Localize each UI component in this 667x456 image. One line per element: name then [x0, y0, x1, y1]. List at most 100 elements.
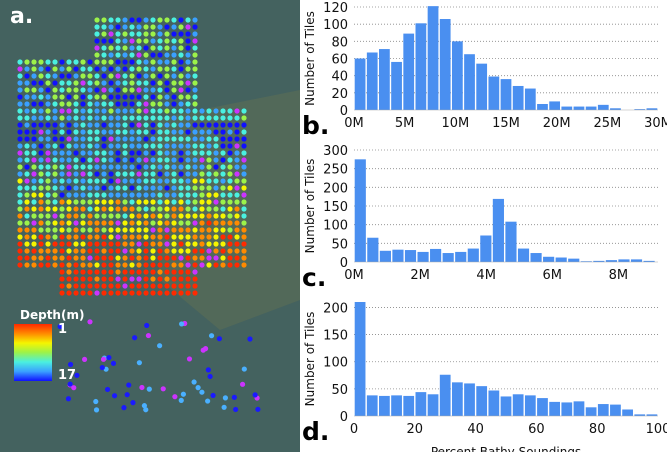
sounding-dot [52, 59, 58, 65]
sounding-dot [157, 17, 163, 23]
sounding-dot [45, 262, 51, 268]
sounding-dot [241, 185, 247, 191]
sounding-dot [164, 185, 170, 191]
sounding-dot [108, 276, 114, 282]
histogram-bar [505, 221, 517, 262]
sounding-dot [150, 227, 156, 233]
sounding-dot [143, 283, 149, 289]
sounding-dot [206, 171, 212, 177]
sounding-dot [241, 122, 247, 128]
sounding-dot [143, 129, 149, 135]
histogram-bar [476, 386, 488, 416]
sounding-dot [143, 73, 149, 79]
sounding-dot [87, 220, 93, 226]
sounding-dot [38, 66, 44, 72]
sounding-dot [234, 248, 240, 254]
sounding-dot [31, 157, 37, 163]
sounding-dot [122, 24, 128, 30]
sounding-dot [122, 38, 128, 44]
sounding-dot [129, 290, 135, 296]
histogram-bar [379, 49, 390, 110]
sounding-dot [80, 213, 86, 219]
sounding-dot [255, 406, 261, 412]
x-tick-label: 0 [350, 422, 358, 437]
sounding-dot [45, 129, 51, 135]
sounding-dot [213, 143, 219, 149]
sounding-dot [178, 199, 184, 205]
histogram-bar [415, 23, 427, 110]
sounding-dot [101, 108, 107, 114]
sounding-dot [208, 333, 215, 339]
sounding-dot [80, 290, 86, 296]
sounding-dot [164, 66, 170, 72]
sounding-dot [94, 17, 100, 23]
sounding-dot [45, 73, 51, 79]
x-tick-label: 25M [593, 116, 621, 131]
sounding-dot [220, 108, 226, 114]
sounding-dot [171, 213, 177, 219]
sounding-dot [122, 248, 128, 254]
sounding-dot [87, 283, 93, 289]
sounding-dot [122, 241, 128, 247]
sounding-dot [206, 234, 212, 240]
histogram-bar [488, 76, 500, 110]
histogram-bar [585, 106, 597, 110]
sounding-dot [59, 115, 65, 121]
sounding-dot [227, 157, 233, 163]
sounding-dot [24, 80, 30, 86]
sounding-dot [129, 80, 135, 86]
sounding-dot [227, 108, 233, 114]
sounding-dot [178, 262, 184, 268]
sounding-dot [73, 220, 79, 226]
sounding-dot [108, 269, 114, 275]
sounding-dot [31, 255, 37, 261]
sounding-dot [59, 129, 65, 135]
sounding-dot [157, 192, 163, 198]
sounding-dot [87, 206, 93, 212]
sounding-dot [143, 290, 149, 296]
y-tick-label: 20 [331, 87, 348, 102]
sounding-dot [178, 227, 184, 233]
sounding-dot [143, 115, 149, 121]
sounding-dot [66, 185, 72, 191]
sounding-dot [66, 234, 72, 240]
sounding-dot [66, 164, 72, 170]
sounding-dot [108, 290, 114, 296]
sounding-dot [213, 115, 219, 121]
sounding-dot [59, 269, 65, 275]
sounding-dot [45, 115, 51, 121]
sounding-dot [185, 73, 191, 79]
sounding-dot [178, 255, 184, 261]
sounding-dot [191, 379, 197, 385]
sounding-dot [122, 269, 128, 275]
sounding-dot [115, 269, 121, 275]
sounding-dot [101, 178, 107, 184]
sounding-dot [220, 122, 226, 128]
sounding-dot [87, 248, 93, 254]
sounding-dot [24, 122, 30, 128]
sounding-dot [220, 136, 226, 142]
sounding-dot [17, 150, 23, 156]
sounding-dot [164, 108, 170, 114]
sounding-dot [66, 108, 72, 114]
sounding-dot [31, 192, 37, 198]
sounding-dot [129, 66, 135, 72]
legend-min-label: 1 [58, 322, 68, 337]
sounding-dot [143, 24, 149, 30]
sounding-dot [157, 73, 163, 79]
sounding-dot [157, 150, 163, 156]
sounding-dot [241, 199, 247, 205]
sounding-dot [129, 73, 135, 79]
sounding-dot [220, 129, 226, 135]
histogram-bar [476, 63, 488, 110]
sounding-dot [59, 101, 65, 107]
y-tick-label: 100 [323, 219, 348, 234]
sounding-dot [221, 404, 227, 410]
sounding-dot [59, 192, 65, 198]
sounding-dot [108, 206, 114, 212]
sounding-dot [94, 192, 100, 198]
sounding-dot [164, 269, 170, 275]
y-tick-label: 200 [323, 181, 348, 196]
sounding-dot [115, 206, 121, 212]
histogram-bar [537, 103, 548, 110]
